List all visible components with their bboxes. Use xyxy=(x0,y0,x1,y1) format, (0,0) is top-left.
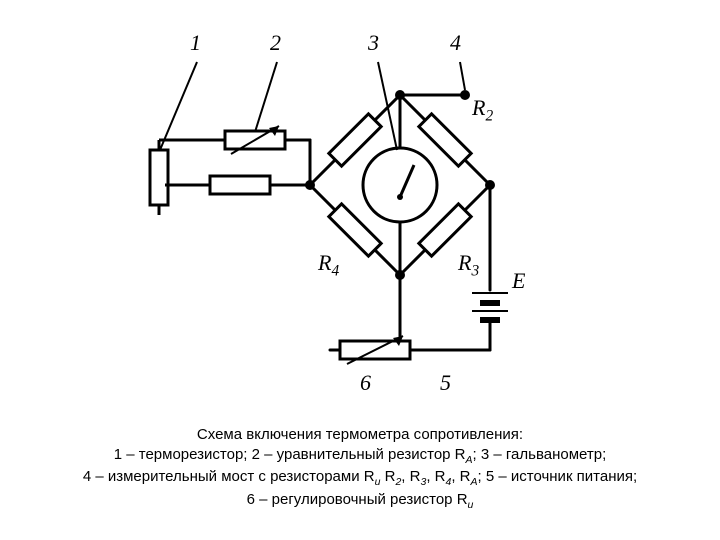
callout-3: 3 xyxy=(368,30,379,56)
callout-1-line xyxy=(160,62,197,150)
resistor-reg xyxy=(340,336,410,364)
galvanometer xyxy=(363,148,437,222)
caption-line4: 6 – регулировочный резистор Rи xyxy=(0,490,720,512)
label-r2: R2 xyxy=(472,95,493,125)
caption: Схема включения термометра сопротивления… xyxy=(0,425,720,512)
callout-4: 4 xyxy=(450,30,461,56)
caption-title: Схема включения термометра сопротивления… xyxy=(0,425,720,445)
battery xyxy=(472,293,508,320)
caption-line2: 1 – терморезистор; 2 – уравнительный рез… xyxy=(0,445,720,467)
callout-5: 5 xyxy=(440,370,451,396)
callout-1: 1 xyxy=(190,30,201,56)
thermoresistor xyxy=(150,140,168,215)
label-r3: R3 xyxy=(458,250,479,280)
callout-2: 2 xyxy=(270,30,281,56)
diagram-canvas: 1 2 3 4 5 6 R2 R3 R4 E Схема включения т… xyxy=(0,0,720,540)
caption-line3: 4 – измерительный мост с резисторами Rи … xyxy=(0,467,720,489)
resistor-lead xyxy=(210,176,270,194)
callout-4-line xyxy=(460,62,465,90)
callout-2-line xyxy=(255,62,277,132)
label-e: E xyxy=(512,268,525,294)
callout-6: 6 xyxy=(360,370,371,396)
callout-3-line xyxy=(378,62,397,150)
label-r4: R4 xyxy=(318,250,339,280)
